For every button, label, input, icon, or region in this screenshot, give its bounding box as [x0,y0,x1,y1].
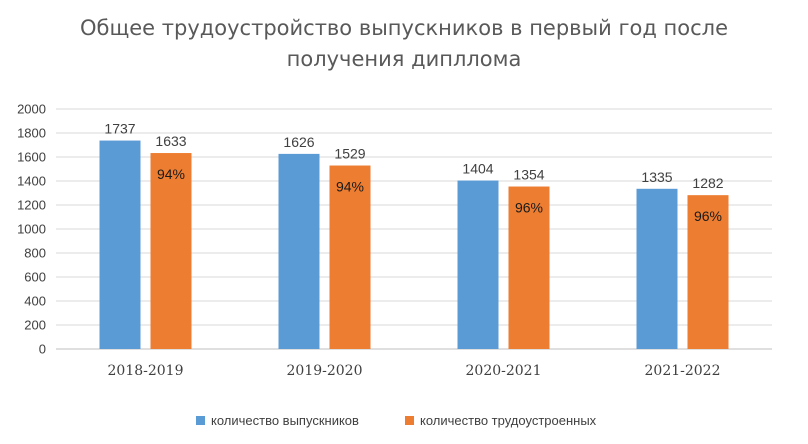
y-tick-label: 600 [24,270,46,285]
percent-label: 94% [157,166,185,182]
chart-title-line-2: получения дипллома [287,47,522,71]
x-category-label: 2019-2020 [287,363,363,379]
data-label: 1354 [513,167,544,183]
legend: количество выпускников количество трудоус… [196,413,597,428]
x-category-label: 2021-2022 [645,363,721,379]
bar-employed [150,153,192,349]
data-label: 1529 [334,146,365,162]
legend-swatch [196,416,205,425]
data-label: 1737 [104,121,135,137]
bar-employed [687,195,729,349]
y-tick-label: 2000 [17,102,46,117]
y-tick-label: 1200 [17,198,46,213]
legend-swatch [405,416,414,425]
x-category-label: 2020-2021 [466,363,542,379]
x-axis: 2018-2019 2019-2020 2020-2021 2021-2022 [108,363,721,379]
data-label: 1633 [155,133,186,149]
bars: 1737 1633 94% 1626 1529 94% 1404 1354 96% 1335 128… [99,121,729,349]
bar-employed [508,186,550,349]
y-tick-label: 1600 [17,150,46,165]
bar-employed [329,165,371,349]
y-tick-label: 1400 [17,174,46,189]
bar-graduates [457,180,499,349]
y-tick-label: 800 [24,246,46,261]
y-tick-label: 0 [39,342,46,357]
percent-label: 96% [515,200,543,216]
bar-graduates [278,153,320,349]
data-label: 1404 [462,161,493,177]
y-tick-label: 400 [24,294,46,309]
y-tick-label: 200 [24,318,46,333]
y-tick-label: 1800 [17,126,46,141]
bar-graduates [99,140,141,349]
y-tick-label: 1000 [17,222,46,237]
legend-label: количество выпускников [211,413,359,428]
data-label: 1282 [692,175,723,191]
legend-label: количество трудоустроенных [420,413,597,428]
data-label: 1335 [641,169,672,185]
percent-label: 96% [694,208,722,224]
percent-label: 94% [336,179,364,195]
data-label: 1626 [283,134,314,150]
x-category-label: 2018-2019 [108,363,184,379]
bar-graduates [636,188,678,349]
chart-title-line-1: Общее трудоустройство выпускников в перв… [80,16,728,40]
chart-title: Общее трудоустройство выпускников в перв… [80,16,728,71]
y-axis: 0 200 400 600 800 1000 1200 1400 1600 1800 2000 [17,102,46,357]
